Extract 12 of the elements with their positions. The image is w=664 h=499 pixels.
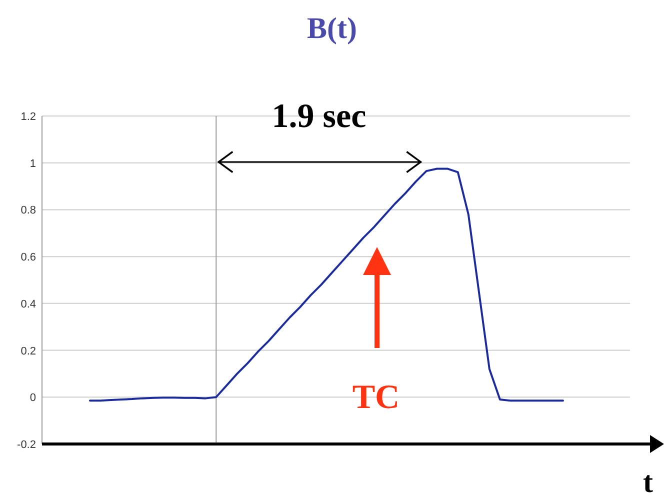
annotation: 1.9 sec <box>272 98 366 135</box>
y-tick-label: 1 <box>30 158 36 170</box>
y-tick-label: -0.2 <box>17 439 36 451</box>
y-tick-label: 0 <box>30 392 36 404</box>
y-tick-label: 0.4 <box>20 298 36 310</box>
y-tick-label: 0.2 <box>20 345 36 358</box>
y-tick-label: 1.2 <box>20 111 36 123</box>
y-tick-label: 0.8 <box>20 204 36 217</box>
chart-title: B(t) <box>307 12 357 45</box>
y-tick-label: 0.6 <box>20 252 36 264</box>
x-axis-title: t <box>643 466 653 499</box>
annotation: TC <box>352 379 400 416</box>
